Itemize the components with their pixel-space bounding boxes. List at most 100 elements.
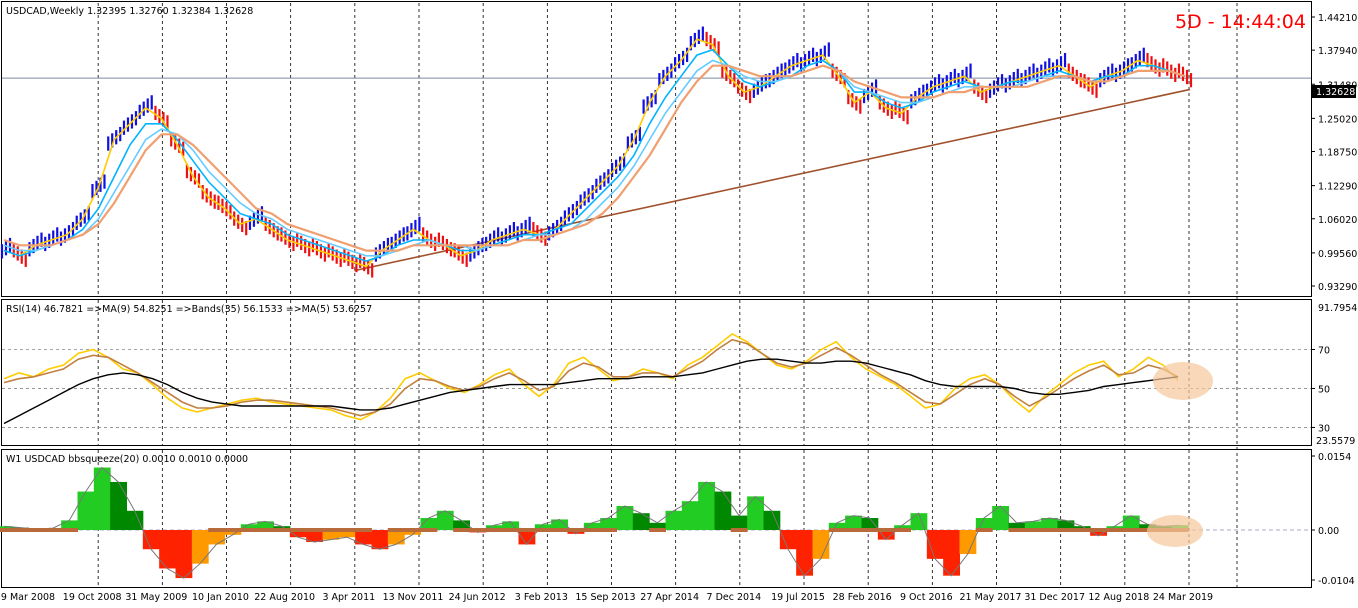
squeeze-bar — [583, 522, 601, 531]
y-tick-label: 0.93290 — [1318, 282, 1357, 293]
squeeze-bar — [616, 505, 634, 531]
squeeze-bar — [681, 501, 699, 531]
squeeze-bar — [730, 515, 748, 531]
squeeze-dot — [322, 528, 340, 533]
squeeze-histogram — [0, 466, 1311, 579]
rsi-line — [3, 358, 1179, 425]
squeeze-bar — [1090, 530, 1107, 536]
squeeze-dot — [306, 528, 323, 533]
squeeze-bar — [289, 530, 307, 538]
rsi-tick-label: 30 — [1318, 423, 1330, 434]
x-tick-label: 21 May 2017 — [960, 592, 1022, 603]
rsi-pane: 91.7954 70 50 30 23.5579 RSI(14) 46.7821 =>M… — [2, 303, 1357, 447]
squeeze-dot — [551, 528, 568, 533]
y-tick-label: 1.06020 — [1318, 215, 1357, 226]
vertical-gridlines — [97, 3, 1238, 587]
ma-line — [3, 64, 1186, 252]
bbsqueeze-pane: 0.0154 0.00 -0.0104 W1 USDCAD bbsqueeze(20… — [0, 452, 1355, 587]
squeeze-bar — [208, 530, 225, 545]
squeeze-dot — [420, 528, 438, 533]
squeeze-dot — [44, 528, 62, 533]
x-tick-label: 31 May 2009 — [125, 592, 187, 603]
squeeze-bar — [714, 491, 732, 531]
x-tick-label: 7 Dec 2014 — [707, 592, 762, 603]
squeeze-dot — [877, 528, 895, 533]
squeeze-dot — [1024, 528, 1042, 533]
squeeze-bar — [338, 530, 356, 538]
squeeze-dot — [1106, 528, 1124, 533]
squeeze-bar — [322, 530, 340, 540]
squeeze-bar — [763, 510, 781, 531]
squeeze-bar — [894, 525, 911, 531]
squeeze-bar — [453, 520, 470, 531]
squeeze-dot — [1008, 528, 1026, 533]
price-axis: 1.442101.379401.314801.250201.187501.122… — [1311, 13, 1357, 293]
main-header: USDCAD,Weekly 1.32395 1.32760 1.32384 1.… — [6, 6, 253, 17]
squeeze-bar — [796, 530, 813, 576]
squeeze-outline — [3, 466, 1181, 579]
squeeze-bar — [943, 530, 960, 576]
squeeze-dot — [469, 528, 487, 533]
squeeze-dot — [1057, 528, 1075, 533]
main-pane-frame — [1, 1, 1312, 297]
squeeze-dot — [600, 528, 617, 533]
x-tick-label: 19 Jul 2015 — [771, 592, 825, 603]
squeeze-bar — [665, 510, 683, 531]
x-tick-label: 19 Oct 2008 — [63, 592, 122, 603]
squeeze-bar — [812, 530, 830, 559]
squeeze-bar — [1057, 520, 1075, 531]
squeeze-dot — [894, 528, 911, 533]
squeeze-tick-label: 0.00 — [1318, 526, 1339, 537]
rsi-tick-label: 50 — [1318, 384, 1330, 395]
squeeze-bar — [600, 518, 617, 531]
ma-line — [3, 38, 1186, 268]
squeeze-bar — [436, 510, 454, 531]
squeeze-dot — [0, 528, 13, 533]
squeeze-dot — [12, 528, 29, 533]
squeeze-bar — [747, 496, 764, 531]
rsi-tick-label: 23.5579 — [1316, 436, 1355, 447]
x-tick-label: 27 Apr 2014 — [640, 592, 699, 603]
squeeze-dot — [273, 528, 291, 533]
squeeze-bar — [485, 525, 503, 531]
squeeze-bar — [1024, 521, 1042, 531]
x-tick-label: 10 Jan 2010 — [192, 592, 249, 603]
squeeze-dot — [828, 528, 846, 533]
rsi-line — [3, 338, 1179, 417]
time-axis: 9 Mar 2008 19 Oct 2008 31 May 2009 10 Jan 2… — [1, 592, 1213, 603]
squeeze-dot — [257, 528, 274, 533]
squeeze-bar — [845, 515, 862, 531]
squeeze-dot — [534, 528, 552, 533]
x-tick-label: 22 Aug 2010 — [254, 592, 315, 603]
squeeze-bar — [926, 530, 944, 559]
moving-average-lines — [3, 38, 1186, 268]
squeeze-bar — [959, 530, 977, 555]
price-tag: 1.32628 — [1316, 87, 1355, 98]
squeeze-bar — [551, 519, 568, 531]
squeeze-pane-frame — [1, 449, 1312, 588]
price-pane: 1.442101.379401.314801.250201.187501.122… — [0, 6, 1357, 293]
rsi-header: RSI(14) 46.7821 =>MA(9) 54.8251 =>Bands(… — [6, 304, 372, 315]
squeeze-bar — [159, 530, 176, 569]
squeeze-dot — [649, 528, 666, 533]
squeeze-dot — [289, 528, 307, 533]
squeeze-bar — [1139, 524, 1156, 531]
squeeze-bar — [649, 522, 666, 531]
squeeze-dot — [861, 528, 879, 533]
squeeze-bar — [126, 510, 144, 531]
squeeze-bar — [191, 530, 209, 564]
y-tick-label: 1.44210 — [1318, 13, 1357, 24]
squeeze-dot — [1073, 528, 1091, 533]
squeeze-highlight — [1147, 515, 1203, 547]
x-tick-label: 3 Feb 2013 — [515, 592, 568, 603]
rsi-highlight — [1153, 362, 1213, 400]
rsi-tick-label: 91.7954 — [1318, 303, 1357, 314]
squeeze-bar — [534, 524, 552, 531]
squeeze-dot — [453, 528, 470, 533]
squeeze-bar — [992, 505, 1009, 531]
squeeze-bar — [698, 481, 715, 531]
x-tick-label: 13 Nov 2011 — [383, 592, 444, 603]
squeeze-bar — [502, 521, 519, 531]
squeeze-dot — [845, 528, 862, 533]
